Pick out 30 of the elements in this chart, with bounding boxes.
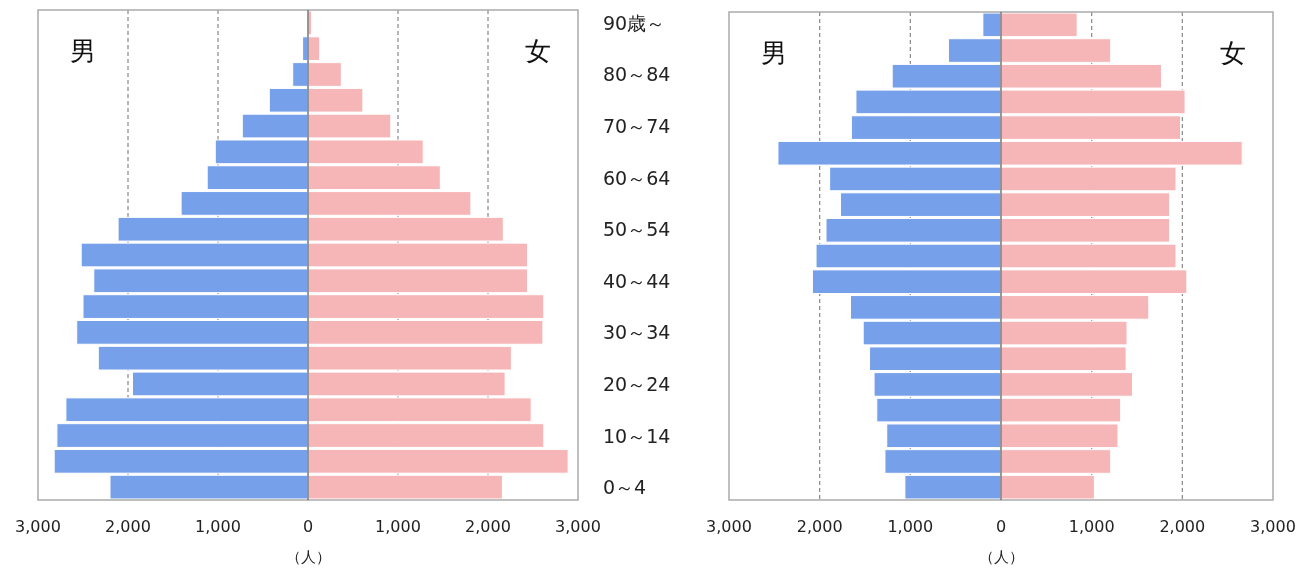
x-tick-label: 3,000	[15, 517, 61, 536]
y-tick-label: 10～14	[603, 424, 671, 447]
x-tick-label: 2,000	[796, 517, 843, 536]
x-axis-title: （人）	[978, 548, 1024, 566]
y-tick-label: 50～54	[603, 218, 671, 241]
y-tick-label: 80～84	[603, 63, 671, 86]
x-tick-label: 1,000	[375, 517, 421, 536]
x-tick-label: 3,000	[1250, 517, 1296, 536]
annotation: 女	[1220, 38, 1246, 68]
x-tick-label: 1,000	[887, 517, 934, 536]
annotation: 男	[761, 38, 787, 68]
annotation: 女	[525, 36, 551, 66]
x-tick-label: 0	[995, 517, 1007, 536]
y-tick-label: 70～74	[603, 115, 671, 138]
y-tick-label: 0～4	[603, 476, 647, 499]
y-tick-label: 60～64	[603, 166, 671, 189]
y-tick-label: 90歳～	[603, 11, 666, 34]
x-tick-label: 1,000	[195, 517, 241, 536]
x-tick-label: 2,000	[465, 517, 511, 536]
x-tick-label: 0	[302, 517, 314, 536]
y-tick-label: 20～24	[603, 372, 671, 395]
annotation: 男	[70, 36, 96, 66]
x-tick-label: 2,000	[1159, 517, 1206, 536]
y-tick-label: 30～34	[603, 321, 671, 344]
x-tick-label: 1,000	[1068, 517, 1115, 536]
y-tick-label: 40～44	[603, 269, 671, 292]
x-tick-label: 3,000	[706, 517, 752, 536]
x-tick-label: 2,000	[105, 517, 151, 536]
x-axis-title: （人）	[285, 548, 331, 566]
x-tick-label: 3,000	[555, 517, 601, 536]
